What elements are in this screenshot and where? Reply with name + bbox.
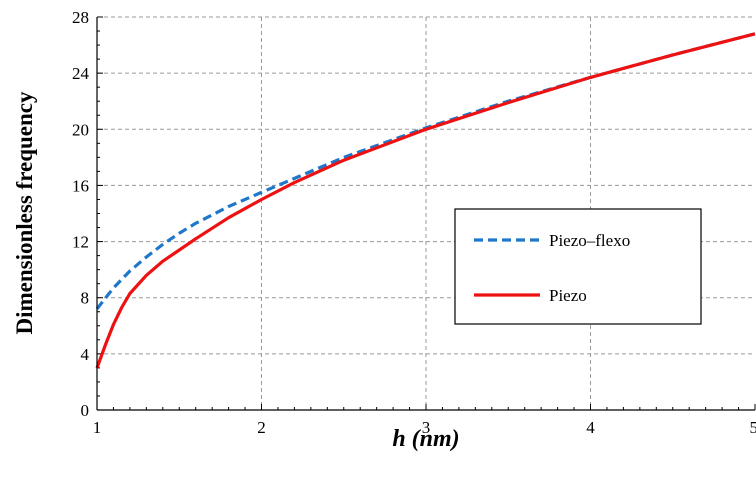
y-tick-label: 8 <box>81 289 90 308</box>
x-tick-label: 4 <box>586 418 595 437</box>
series-line-piezo <box>95 32 756 369</box>
y-axis-title: Dimensionless frequency <box>12 91 37 334</box>
x-tick-labels: 1 2 3 4 5 <box>93 418 756 437</box>
y-tick-label: 4 <box>81 345 90 364</box>
x-axis-title-main: h <box>392 426 405 452</box>
legend: Piezo–flexo Piezo <box>454 208 702 325</box>
x-tick-label: 3 <box>422 418 431 437</box>
series-layer <box>95 32 756 369</box>
legend-box <box>454 208 702 325</box>
x-tick-label: 5 <box>750 418 756 437</box>
y-tick-label: 16 <box>72 176 89 195</box>
y-tick-label: 20 <box>72 120 89 139</box>
legend-label: Piezo–flexo <box>549 231 630 250</box>
x-tick-label: 1 <box>93 418 102 437</box>
y-tick-label: 0 <box>81 401 90 420</box>
y-tick-label: 24 <box>72 64 90 83</box>
y-tick-label: 12 <box>72 233 89 252</box>
y-tick-labels: 0 4 8 12 16 20 24 28 <box>72 8 90 420</box>
legend-label: Piezo <box>549 286 587 305</box>
x-tick-label: 2 <box>257 418 266 437</box>
legend-items: Piezo–flexo Piezo <box>474 231 630 305</box>
y-tick-label: 28 <box>72 8 89 27</box>
x-axis-title: h (nm) <box>392 426 459 452</box>
x-axis-title-unit: (nm) <box>406 426 460 452</box>
